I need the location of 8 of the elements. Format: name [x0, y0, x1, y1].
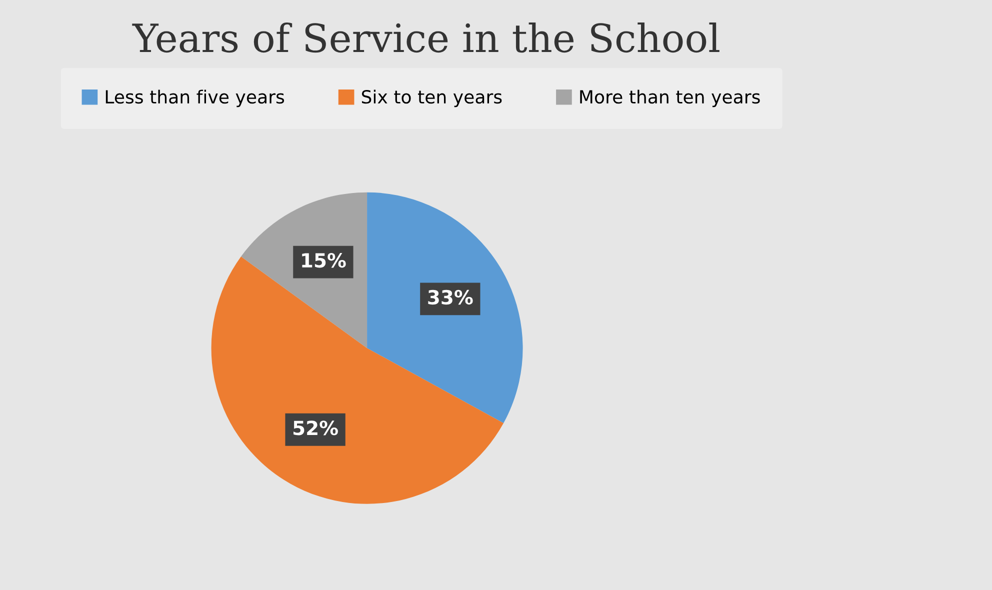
legend-label: Six to ten years	[362, 90, 502, 108]
pie-slice	[367, 192, 523, 424]
legend-label: More than ten years	[580, 90, 760, 108]
data-label: 33%	[428, 290, 473, 305]
chart-title: Years of Service in the School	[132, 22, 720, 53]
data-label: 15%	[302, 252, 346, 268]
legend-label: Less than five years	[106, 90, 284, 108]
data-label: 52%	[294, 420, 338, 436]
